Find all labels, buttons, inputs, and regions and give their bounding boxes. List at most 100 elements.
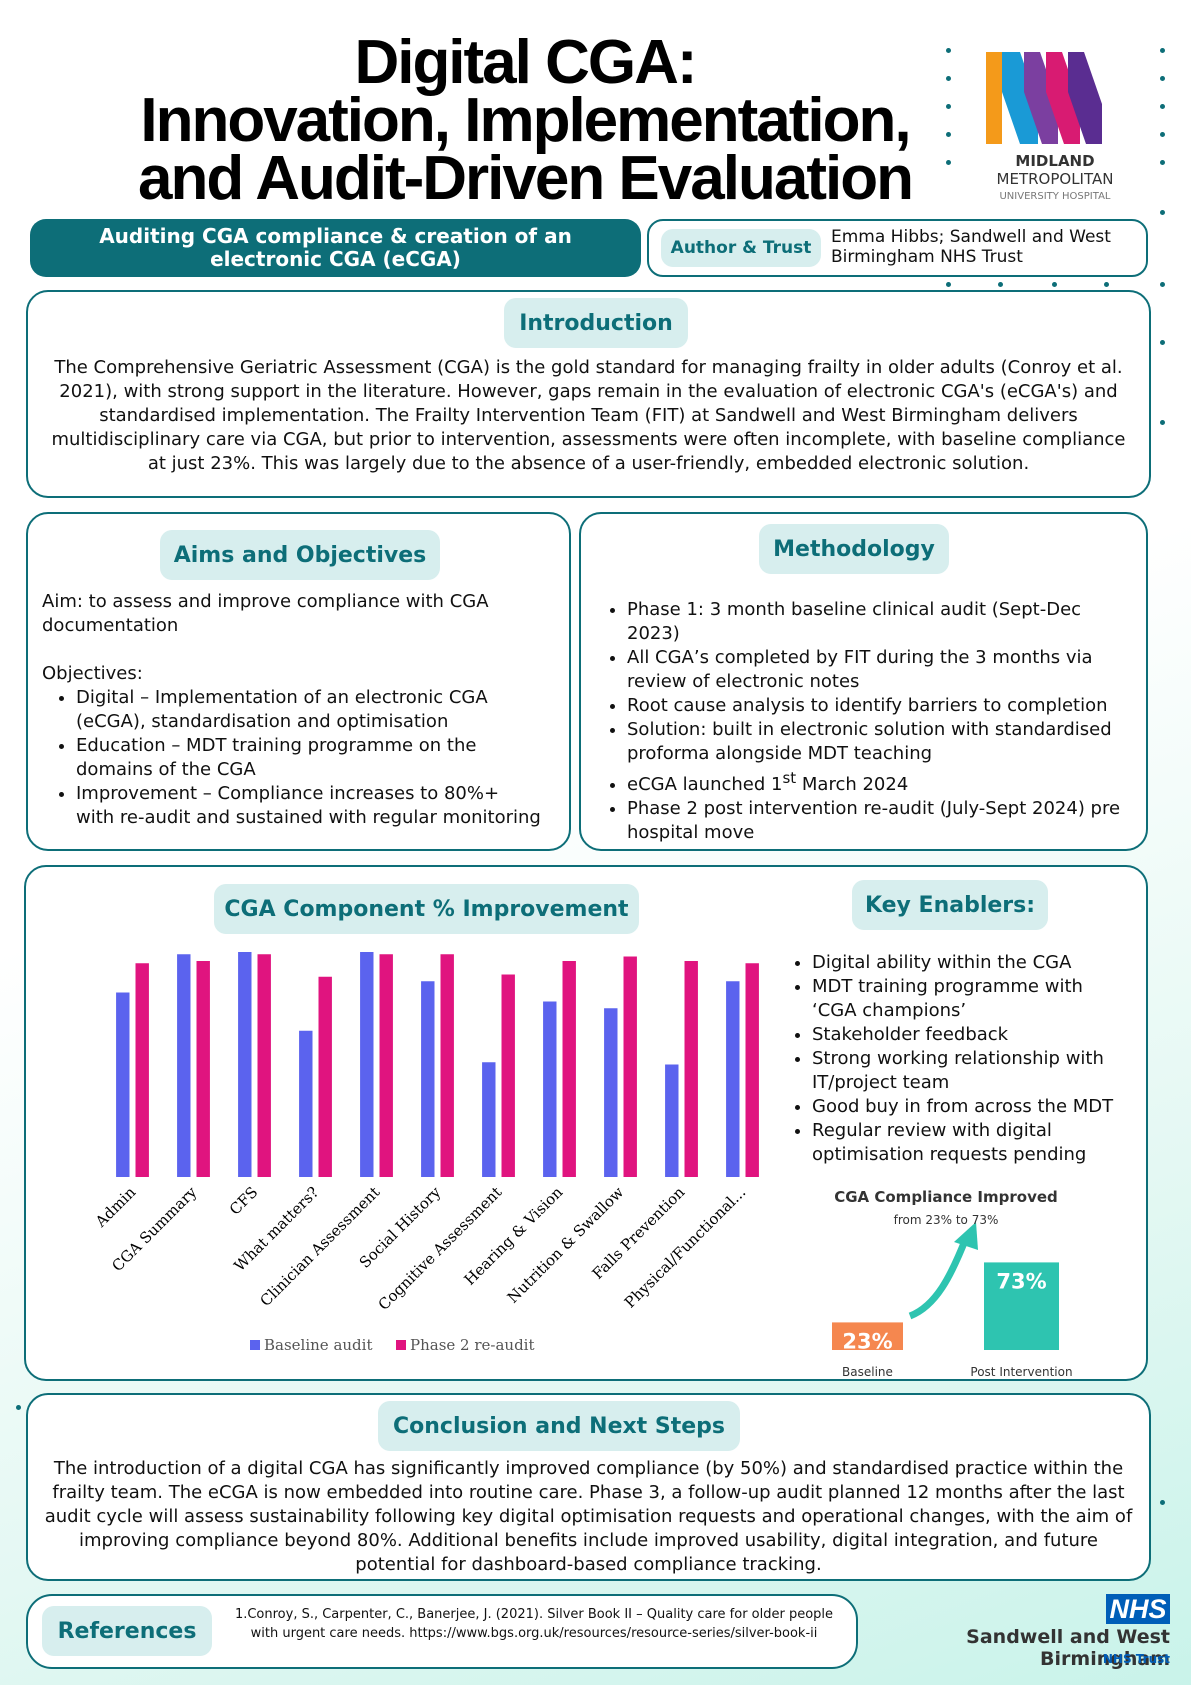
subtitle: Auditing CGA compliance & creation of an…: [30, 219, 641, 277]
mini-title: CGA Compliance Improved: [834, 1188, 1058, 1206]
hospital-logo: MIDLAND METROPOLITAN UNIVERSITY HOSPITAL: [986, 52, 1114, 202]
aims-heading: Aims and Objectives: [160, 530, 440, 580]
aims-content: Aim: to assess and improve compliance wi…: [42, 590, 542, 830]
bar: [726, 981, 740, 1177]
dot: [1160, 340, 1165, 345]
methodology-content: Phase 1: 3 month baseline clinical audit…: [593, 598, 1133, 845]
intro-box: Introduction The Comprehensive Geriatric…: [26, 290, 1151, 498]
bar: [299, 1030, 313, 1177]
chart-title: CGA Component % Improvement: [214, 884, 639, 934]
bar: [238, 952, 252, 1177]
x-tick-label: CFS: [226, 1183, 261, 1218]
list-text: eCGA launched 1: [627, 774, 783, 795]
bar: [318, 976, 332, 1177]
dot: [946, 282, 951, 287]
bar: [421, 981, 435, 1177]
dot: [1052, 282, 1057, 287]
value-label: 23%: [842, 1329, 892, 1353]
trust-name: Sandwell and West Birmingham: [966, 1626, 1170, 1670]
bar: [604, 1008, 618, 1177]
author-text: Emma Hibbs; Sandwell and West Birmingham…: [831, 227, 1111, 267]
enablers-list: Digital ability within the CGAMDT traini…: [778, 951, 1128, 1167]
dot: [16, 1405, 21, 1410]
enablers-content: Digital ability within the CGAMDT traini…: [778, 951, 1128, 1167]
bar: [501, 974, 515, 1177]
author-label: Author & Trust: [661, 229, 821, 267]
list-item: Root cause analysis to identify barriers…: [627, 694, 1133, 718]
list-item: MDT training programme with ‘CGA champio…: [812, 975, 1128, 1023]
aims-box: Aims and Objectives Aim: to assess and i…: [26, 512, 571, 851]
dot: [946, 160, 951, 165]
category-label: Baseline: [842, 1365, 893, 1379]
conclusion-text: The introduction of a digital CGA has si…: [44, 1458, 1133, 1575]
legend-swatch: [396, 1340, 406, 1350]
x-tick-label: Clinician Assessment: [256, 1183, 383, 1310]
objectives-list: Digital – Implementation of an electroni…: [42, 686, 542, 830]
legend-label: Baseline audit: [264, 1336, 372, 1354]
dot: [998, 282, 1003, 287]
legend-swatch: [250, 1340, 260, 1350]
legend-label: Phase 2 re-audit: [410, 1336, 535, 1354]
dot: [1160, 210, 1165, 215]
methodology-box: Methodology Phase 1: 3 month baseline cl…: [579, 512, 1148, 851]
list-item: Phase 2 post intervention re-audit (July…: [627, 797, 1133, 845]
arrow: [908, 1236, 970, 1320]
bar: [745, 963, 759, 1177]
x-tick-label: Physical/Functional...: [621, 1183, 749, 1311]
bar: [116, 992, 130, 1177]
author-box: Author & Trust Emma Hibbs; Sandwell and …: [647, 219, 1148, 277]
list-item: Digital ability within the CGA: [812, 951, 1128, 975]
dot: [946, 48, 951, 53]
list-item: Strong working relationship with IT/proj…: [812, 1047, 1128, 1095]
chart-box: CGA Component % Improvement Key Enablers…: [24, 865, 1148, 1381]
bar: [482, 1062, 496, 1177]
dot: [1160, 1500, 1165, 1505]
bar: [196, 961, 210, 1177]
mini-subtitle: from 23% to 73%: [894, 1213, 999, 1227]
dot: [1160, 76, 1165, 81]
dot: [1104, 282, 1109, 287]
bar: [360, 952, 374, 1177]
dot: [1160, 420, 1165, 425]
bar: [379, 954, 393, 1177]
objectives-label: Objectives:: [42, 663, 143, 684]
bar: [440, 954, 454, 1177]
bar: [623, 956, 637, 1177]
arrow-head: [954, 1222, 978, 1250]
logo-text: UNIVERSITY HOSPITAL: [999, 191, 1110, 202]
list-item: Solution: built in electronic solution w…: [627, 718, 1133, 766]
bar: [543, 1001, 557, 1177]
trust-sub: NHS Trust: [1102, 1652, 1170, 1666]
bar: [562, 961, 576, 1177]
bar: [135, 963, 149, 1177]
title-line: Digital CGA:: [354, 28, 697, 97]
dot: [1160, 282, 1165, 287]
logo-text: METROPOLITAN: [997, 170, 1114, 188]
list-item: Good buy in from across the MDT: [812, 1095, 1128, 1119]
dot: [1160, 48, 1165, 53]
nhs-logo: NHS: [1106, 1594, 1170, 1624]
list-item: Digital – Implementation of an electroni…: [76, 686, 542, 734]
x-tick-label: Nutrition & Swallow: [504, 1183, 628, 1307]
bar: [257, 954, 271, 1177]
value-label: 73%: [996, 1269, 1046, 1293]
dot: [1160, 132, 1165, 137]
bar-chart: 0%10%20%30%40%50%60%70%80%90%100%AdminCG…: [91, 952, 759, 1354]
conclusion-box: Conclusion and Next Steps The introducti…: [26, 1393, 1151, 1581]
methodology-heading: Methodology: [759, 524, 949, 574]
x-tick-label: Admin: [91, 1183, 139, 1231]
bar: [177, 954, 191, 1177]
list-item: All CGA’s completed by FIT during the 3 …: [627, 646, 1133, 694]
x-tick-label: Cognitive Assessment: [375, 1183, 506, 1314]
dot: [946, 132, 951, 137]
list-item: Phase 1: 3 month baseline clinical audit…: [627, 598, 1133, 646]
superscript: st: [782, 769, 797, 787]
logo-text: MIDLAND: [1015, 152, 1094, 170]
list-item: Regular review with digital optimisation…: [812, 1119, 1128, 1167]
list-text: March 2024: [796, 774, 909, 795]
title-line: and Audit-Driven Evaluation: [138, 144, 914, 213]
bar: [665, 1064, 679, 1177]
bar: [832, 1322, 903, 1350]
bar: [684, 961, 698, 1177]
